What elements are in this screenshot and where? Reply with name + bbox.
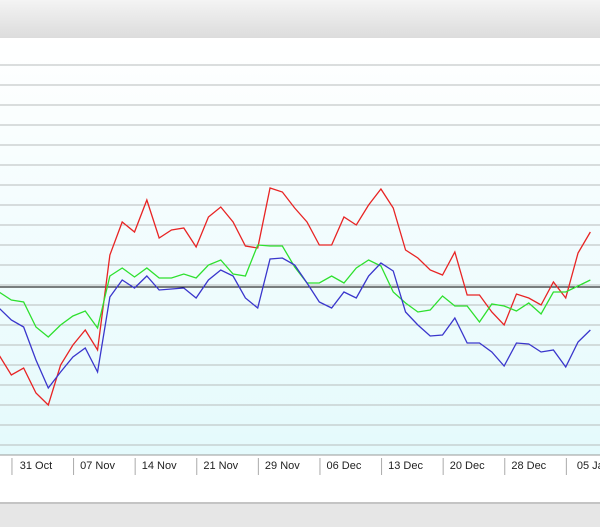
footer-bar [0,504,600,527]
plot-area [0,38,600,455]
x-tick-label: 21 Nov [203,460,238,472]
x-labels: 31 Oct 07 Nov 14 Nov 21 Nov 29 Nov 06 Dec 13 D… [11,458,600,475]
x-tick-label: 05 Ja [577,460,600,472]
x-tick-label: 31 Oct [20,460,52,472]
series-line [0,257,591,390]
x-tick-label: 07 Nov [80,460,115,472]
grid [0,64,600,446]
x-tick-label: 14 Nov [142,460,177,472]
x-tick-label: 20 Dec [450,460,485,472]
x-tick-label: 28 Dec [511,460,546,472]
header-bar [0,0,600,38]
series-line [0,187,591,407]
lines [0,187,600,407]
series-line [0,244,591,338]
x-tick-label: 29 Nov [265,460,300,472]
x-tick-label: 13 Dec [388,460,423,472]
x-tick-label: 06 Dec [327,460,362,472]
